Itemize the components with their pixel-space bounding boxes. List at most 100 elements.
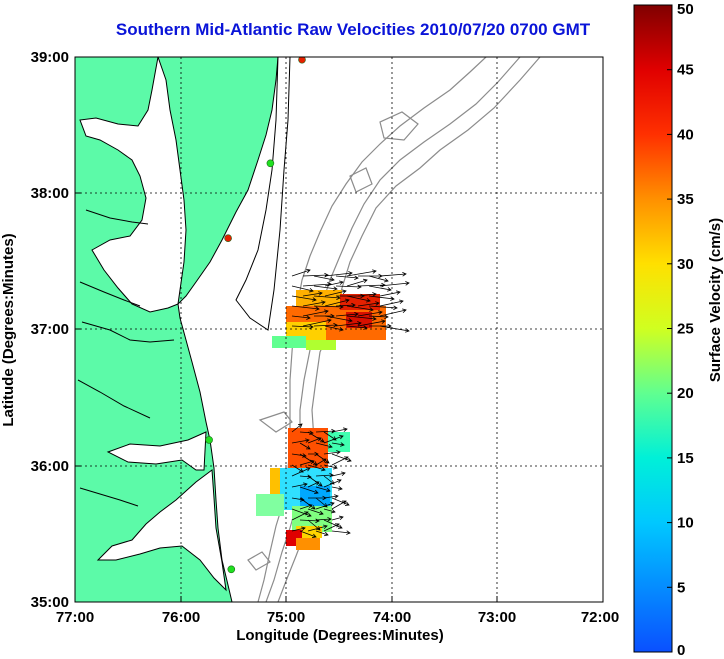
velocity-field-north	[272, 290, 386, 350]
velocity-arrow	[331, 453, 352, 462]
velocity-arrow	[357, 310, 383, 317]
velocity-arrow	[324, 298, 350, 307]
x-tick-label: 76:00	[162, 609, 200, 626]
velocity-arrow	[313, 275, 335, 282]
x-tick-label: 75:00	[267, 609, 305, 626]
colorbar-tick-label: 10	[677, 515, 694, 532]
velocity-arrow	[291, 295, 317, 302]
velocity-arrow	[313, 295, 341, 301]
station-marker	[224, 234, 232, 242]
velocity-arrow	[357, 282, 386, 288]
x-axis-title: Longitude (Degrees:Minutes)	[236, 627, 444, 644]
velocity-arrow	[357, 319, 386, 327]
velocity-arrow	[291, 482, 308, 488]
velocity-arrow	[324, 289, 347, 297]
rivers	[77, 209, 175, 507]
velocity-arrow	[291, 453, 307, 458]
velocity-arrow	[357, 292, 377, 297]
velocity-arrow	[379, 271, 407, 277]
velocity-arrow	[323, 435, 344, 444]
station-marker	[227, 565, 236, 574]
colorbar-tick-label: 20	[677, 385, 694, 402]
chesapeake-bay	[79, 57, 187, 313]
velocity-arrow	[315, 516, 332, 522]
velocity-arrow	[379, 299, 404, 307]
velocity-arrow	[315, 501, 335, 510]
velocity-arrow	[331, 515, 344, 521]
velocity-arrow	[313, 285, 338, 291]
velocity-arrow	[335, 312, 359, 317]
velocity-arrow	[302, 272, 329, 278]
radar-stations	[205, 57, 306, 574]
velocity-arrow	[291, 467, 311, 477]
velocity-arrow	[331, 456, 349, 466]
tick-marks	[75, 192, 498, 602]
y-tick-label: 36:00	[31, 458, 69, 475]
velocity-arrow	[379, 308, 407, 317]
velocity-arrow	[324, 315, 353, 323]
y-tick-label: 38:00	[31, 185, 69, 202]
velocity-arrow	[299, 497, 316, 510]
velocity-arrow	[291, 324, 314, 330]
y-axis-title: Latitude (Degrees:Minutes)	[0, 233, 17, 426]
velocity-arrow	[346, 315, 377, 321]
velocity-arrow	[324, 280, 344, 287]
velocity-arrow	[299, 503, 313, 510]
velocity-arrow	[335, 275, 359, 280]
velocity-arrow	[291, 511, 309, 521]
velocity-arrow	[346, 269, 377, 277]
velocity-arrow	[335, 321, 362, 327]
velocity-arrow	[331, 427, 348, 433]
velocity-arrow	[299, 442, 311, 450]
colorbar-ticks: 0 5 10 15 20 25 30 35 40 45 50	[667, 1, 694, 659]
velocity-arrow	[331, 530, 351, 535]
velocity-arrow	[357, 301, 380, 307]
colorbar-tick-label: 40	[677, 126, 694, 143]
velocity-arrow	[323, 519, 343, 529]
velocity-arrow	[302, 291, 323, 297]
station-marker	[205, 436, 213, 444]
velocity-arrow	[291, 464, 304, 473]
velocity-arrow	[307, 508, 324, 516]
velocity-arrow	[331, 471, 346, 477]
velocity-arrow	[291, 285, 314, 293]
velocity-arrow	[299, 430, 314, 436]
velocity-arrow	[299, 530, 317, 538]
velocity-arrow	[315, 472, 334, 478]
albemarle-sound	[106, 431, 207, 471]
x-tick-label: 77:00	[56, 609, 94, 626]
velocity-arrow	[331, 442, 345, 447]
velocity-arrow	[302, 309, 329, 317]
velocity-arrow	[346, 295, 371, 303]
velocity-arrow	[331, 497, 350, 506]
colorbar-tick-label: 35	[677, 191, 694, 208]
velocity-arrow	[315, 458, 327, 466]
velocity-arrow	[323, 450, 341, 455]
velocity-arrow	[307, 475, 323, 487]
delmarva-coast	[235, 57, 291, 331]
velocity-arrow	[307, 431, 325, 443]
velocity-arrow	[307, 481, 320, 488]
colorbar-title: Surface Velocity (cm/s)	[707, 218, 724, 382]
map-title: Southern Mid-Atlantic Raw Velocities 201…	[115, 20, 591, 39]
colorbar-tick-label: 50	[677, 1, 694, 18]
velocity-arrow	[323, 494, 339, 499]
velocity-arrow	[291, 423, 303, 433]
velocity-arrow	[302, 318, 332, 327]
velocity-arrow	[346, 278, 368, 287]
velocity-arrow	[368, 285, 392, 292]
colorbar	[633, 4, 673, 653]
velocity-arrow	[291, 305, 320, 311]
velocity-arrow	[379, 290, 401, 297]
velocity-arrow	[291, 526, 306, 532]
velocity-vectors	[291, 268, 410, 538]
velocity-arrow	[323, 479, 342, 488]
colorbar-tick-label: 5	[677, 579, 685, 596]
velocity-arrow	[323, 508, 336, 514]
colorbar-tick-label: 15	[677, 450, 694, 467]
velocity-arrow	[291, 438, 310, 444]
velocity-arrow	[302, 300, 326, 307]
pamlico-sound	[96, 469, 227, 592]
station-marker	[266, 159, 275, 168]
velocity-arrow	[368, 314, 389, 320]
